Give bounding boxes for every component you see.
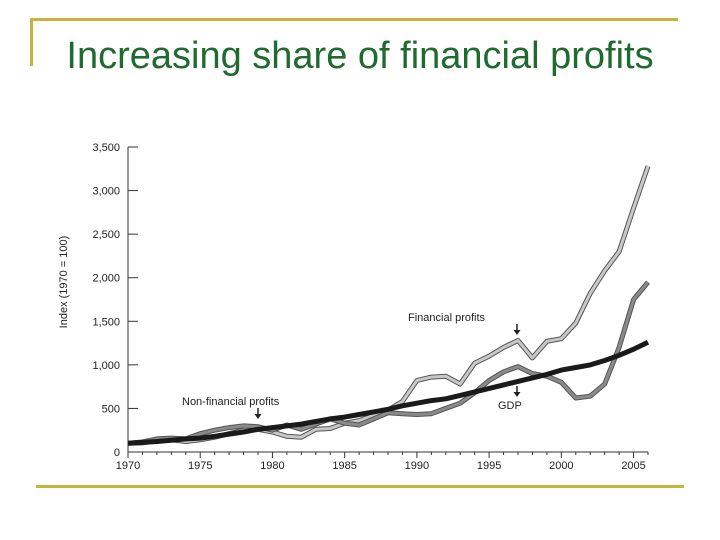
y-tick-label: 3,000 <box>92 186 120 198</box>
x-tick-label: 1990 <box>405 460 429 472</box>
x-tick-label: 1980 <box>260 460 284 472</box>
x-tick-label: 1995 <box>477 460 501 472</box>
chart-annotations: Non-financial profits Financial profits GD… <box>182 312 522 419</box>
slide-title: Increasing share of financial profits <box>66 35 654 77</box>
annotation-arrow-head <box>254 414 262 419</box>
x-tick-label: 2000 <box>549 460 573 472</box>
y-tick-label: 1,500 <box>92 316 120 328</box>
chart-axes: 0 500 1,000 1,500 2,000 2,500 3,000 3,500 1970 19… <box>92 142 649 472</box>
y-axis-label: Index (1970 = 100) <box>58 236 70 329</box>
x-tick-label: 1975 <box>188 460 212 472</box>
y-tick-label: 3,500 <box>92 142 120 154</box>
annotation-arrow-head <box>513 330 521 335</box>
annotation-arrow-head <box>513 392 521 397</box>
y-tick-label: 1,000 <box>92 360 120 372</box>
y-tick-label: 500 <box>102 403 120 415</box>
series-outline-non-financial-profits <box>127 280 650 446</box>
annotation-label: Non-financial profits <box>182 396 280 408</box>
frame-top-line <box>30 18 678 21</box>
series-line-non-financial-profits <box>127 281 650 445</box>
y-tick-label: 0 <box>114 447 120 459</box>
frame-bottom-line <box>36 485 684 488</box>
x-tick-label: 2005 <box>621 460 645 472</box>
y-tick-label: 2,000 <box>92 273 120 285</box>
annotation-label: GDP <box>498 400 522 412</box>
frame-left-line <box>30 18 33 66</box>
y-tick-label: 2,500 <box>92 229 120 241</box>
series-line-gdp <box>127 339 650 446</box>
x-tick-label: 1970 <box>116 460 140 472</box>
chart-series <box>127 165 651 446</box>
x-tick-label: 1985 <box>332 460 356 472</box>
annotation-label: Financial profits <box>408 312 486 324</box>
